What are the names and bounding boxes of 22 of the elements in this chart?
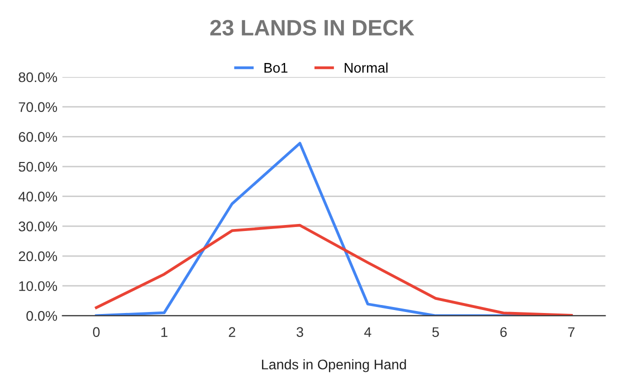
- x-tick-label: 7: [568, 327, 575, 337]
- x-tick-label: 5: [432, 327, 439, 338]
- y-tick-label: 30.0%: [18, 222, 58, 232]
- legend-label: Normal: [344, 62, 388, 73]
- y-tick-label: 50.0%: [18, 162, 58, 172]
- y-tick-label: 40.0%: [18, 192, 58, 202]
- y-tick-label: 20.0%: [18, 251, 58, 262]
- x-tick-label: 2: [228, 327, 236, 337]
- x-tick-label: 4: [364, 327, 372, 337]
- line-series: [94, 224, 573, 316]
- chart-title: 23 LANDS IN DECK: [210, 20, 414, 36]
- x-tick-label: 1: [161, 327, 168, 337]
- y-tick-label: 80.0%: [18, 72, 58, 82]
- y-tick-label: 60.0%: [18, 132, 58, 142]
- legend-label: Bo1: [264, 63, 288, 73]
- x-tick-label: 6: [500, 327, 507, 338]
- y-tick-label: 70.0%: [18, 102, 58, 112]
- x-axis-title: Lands in Opening Hand: [262, 359, 406, 372]
- y-tick-label: 0.0%: [26, 311, 58, 321]
- x-tick-label: 0: [93, 327, 100, 338]
- x-tick-label: 3: [296, 327, 304, 338]
- y-tick-label: 10.0%: [19, 281, 58, 292]
